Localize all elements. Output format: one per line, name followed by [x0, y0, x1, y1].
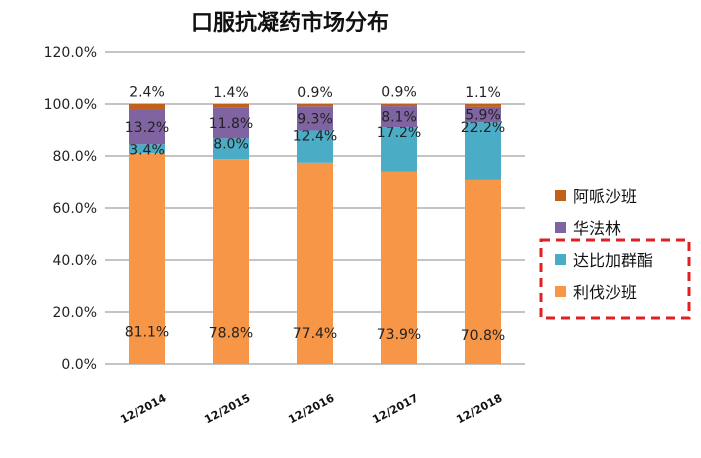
- data-label: 8.0%: [213, 136, 249, 152]
- bar-segment: [465, 179, 501, 364]
- y-tick-label: 40.0%: [53, 253, 97, 269]
- data-label: 1.1%: [465, 85, 501, 101]
- bar-segment: [213, 104, 249, 108]
- bar-segment: [381, 171, 417, 364]
- data-label: 3.4%: [129, 142, 165, 158]
- bar-segment: [129, 144, 165, 154]
- data-label: 70.8%: [461, 328, 505, 344]
- bar-segment: [129, 109, 165, 145]
- bar-segment: [465, 106, 501, 123]
- bar-segment: [465, 122, 501, 180]
- bar-segment: [297, 106, 333, 131]
- data-label: 0.9%: [297, 85, 333, 101]
- data-label: 11.8%: [209, 116, 253, 132]
- data-label: 78.8%: [209, 325, 253, 341]
- y-tick-label: 100.0%: [44, 97, 97, 113]
- x-tick-label: 12/2015: [202, 391, 252, 426]
- bar-segment: [465, 104, 501, 107]
- legend-label: 利伐沙班: [573, 283, 637, 302]
- data-label: 1.4%: [213, 85, 249, 101]
- bar-segment: [381, 127, 417, 172]
- x-tick-label: 12/2014: [118, 391, 169, 426]
- bar-segment: [213, 138, 249, 160]
- y-axis-ticks: 0.0% 20.0% 40.0% 60.0% 80.0% 100.0% 120.0%: [44, 45, 97, 373]
- data-label: 9.3%: [297, 111, 333, 127]
- legend-label: 华法林: [573, 219, 621, 238]
- data-label: 13.2%: [125, 120, 169, 136]
- legend-label: 阿哌沙班: [573, 187, 637, 206]
- data-label: 81.1%: [125, 325, 169, 341]
- data-label: 73.9%: [377, 327, 421, 343]
- data-label: 12.4%: [293, 129, 337, 145]
- legend-swatch: [555, 190, 566, 201]
- bars: 81.1% 3.4% 13.2% 2.4% 78.8% 8.0% 11.8% 1.4% 77.4…: [125, 85, 505, 364]
- bar-segment: [213, 159, 249, 364]
- bar-segment: [297, 130, 333, 163]
- legend-swatch: [555, 254, 566, 265]
- legend-highlight-box: [539, 238, 691, 320]
- y-tick-label: 0.0%: [61, 357, 97, 373]
- x-tick-label: 12/2017: [370, 391, 420, 426]
- data-label: 17.2%: [377, 125, 421, 141]
- x-tick-label: 12/2018: [454, 391, 504, 426]
- bar-segment: [213, 107, 249, 139]
- bar-segment: [129, 153, 165, 364]
- data-label: 8.1%: [381, 110, 417, 126]
- data-label: 22.2%: [461, 120, 505, 136]
- bar-segment: [297, 104, 333, 107]
- legend-swatch: [555, 286, 566, 297]
- data-label: 5.9%: [465, 108, 501, 124]
- bar-segment: [297, 162, 333, 364]
- data-label: 77.4%: [293, 326, 337, 342]
- legend-label: 达比加群酯: [573, 251, 653, 270]
- chart-title: 口服抗凝药市场分布: [191, 10, 389, 36]
- y-tick-label: 80.0%: [53, 149, 97, 165]
- y-tick-label: 60.0%: [53, 201, 97, 217]
- y-tick-label: 120.0%: [44, 45, 97, 61]
- bar-segment: [381, 106, 417, 128]
- x-tick-label: 12/2016: [286, 391, 337, 426]
- y-tick-label: 20.0%: [53, 305, 97, 321]
- bar-segment: [381, 103, 417, 107]
- x-axis-ticks: 12/2014 12/2015 12/2016 12/2017 12/2018: [118, 391, 504, 426]
- legend-swatch: [555, 222, 566, 233]
- data-label: 2.4%: [129, 85, 165, 101]
- data-label: 0.9%: [381, 85, 417, 101]
- bar-segment: [129, 103, 165, 110]
